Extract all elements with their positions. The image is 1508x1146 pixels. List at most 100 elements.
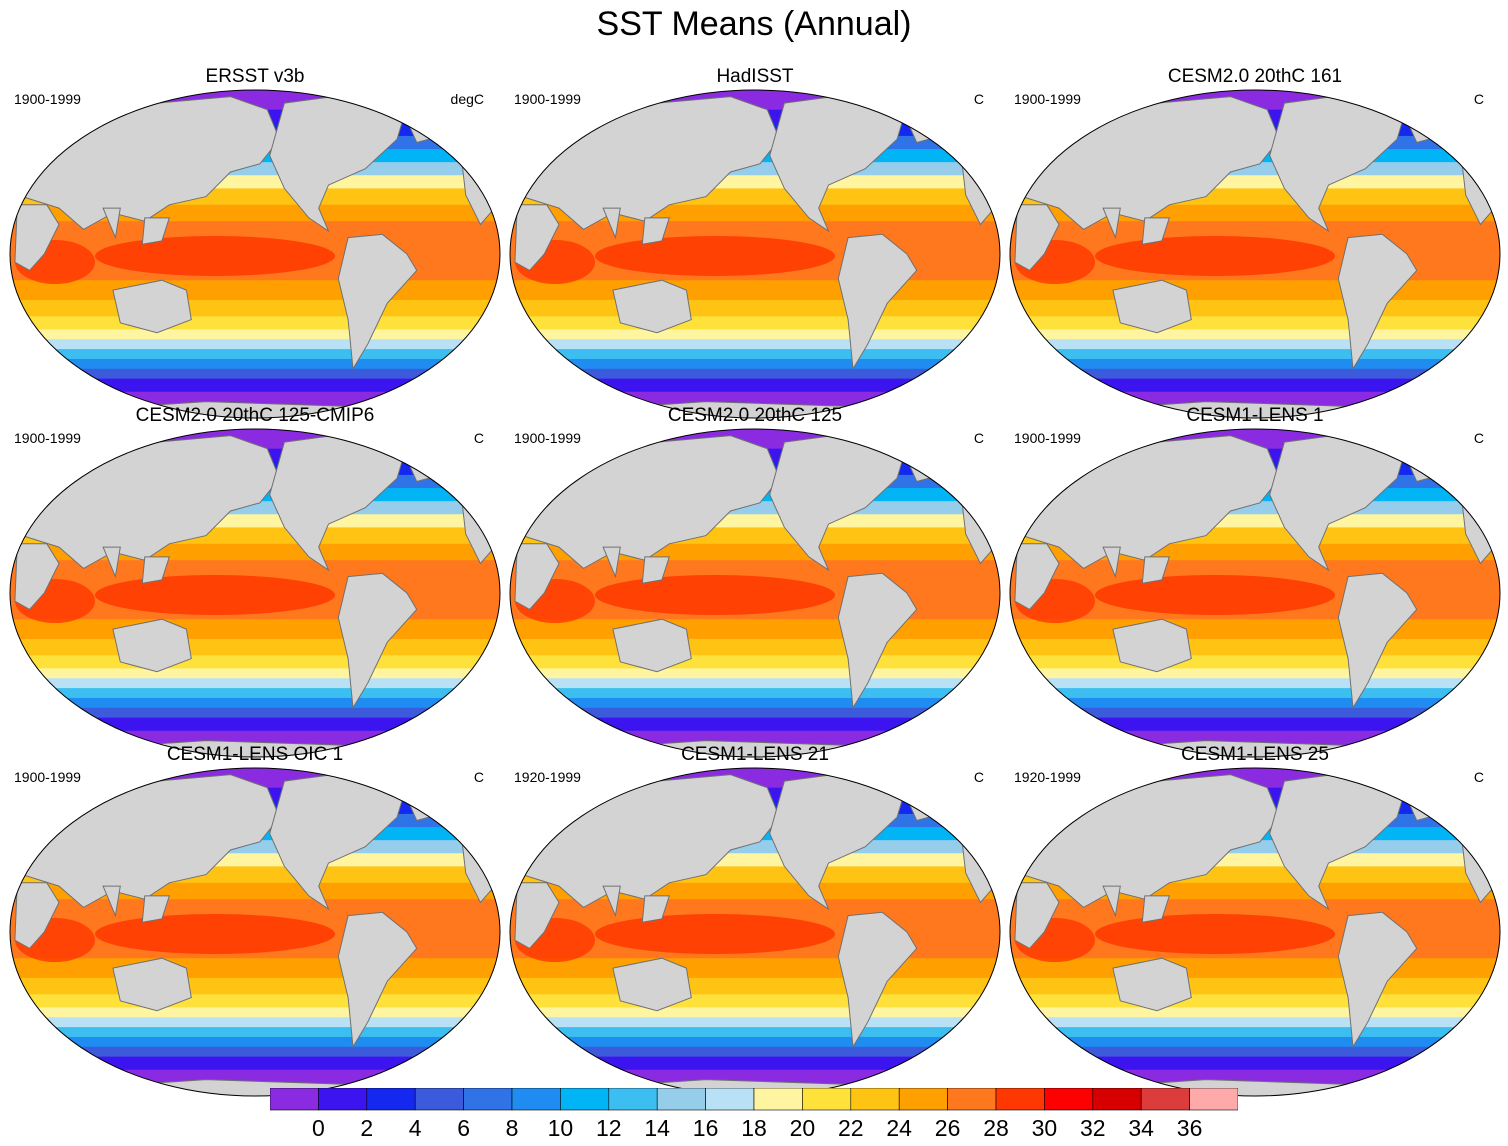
map-border <box>1009 428 1501 758</box>
colorbar-tick-label: 26 <box>934 1115 961 1141</box>
colorbar-swatch <box>995 1088 1045 1111</box>
sst-band <box>510 329 1000 341</box>
land-india <box>102 546 121 579</box>
land-seasia <box>1141 895 1170 923</box>
colorbar-tick-label: 32 <box>1080 1115 1106 1141</box>
sst-band <box>10 339 500 351</box>
sst-band <box>1010 349 1500 360</box>
sst-band <box>10 368 500 380</box>
colorbar-tick-label: 22 <box>838 1115 864 1141</box>
map-svg <box>1009 428 1501 758</box>
sst-band <box>510 1027 1000 1038</box>
colorbar-tick-label: 20 <box>789 1115 816 1141</box>
land-samerica <box>337 911 418 1049</box>
map-svg <box>509 767 1001 1097</box>
colorbar-swatch <box>560 1088 610 1111</box>
land-india <box>602 546 621 579</box>
map-border <box>9 767 501 1097</box>
colorbar-swatch <box>705 1088 755 1111</box>
panel-period: 1900-1999 <box>14 769 81 785</box>
panel-period: 1920-1999 <box>1014 769 1081 785</box>
land-australia <box>612 279 692 334</box>
sst-band <box>510 1007 1000 1019</box>
sst-band <box>10 299 500 318</box>
sst-band <box>510 619 1000 640</box>
land-seasia <box>1141 556 1170 584</box>
panel-period: 1900-1999 <box>1014 430 1081 446</box>
land-seasia <box>641 556 670 584</box>
panel-units: degC <box>450 91 484 107</box>
panel-title: CESM2.0 20thC 125-CMIP6 <box>135 405 375 426</box>
sst-band <box>1010 678 1500 690</box>
land-samerica <box>837 911 918 1049</box>
sst-band <box>1010 977 1500 996</box>
colorbar-tick-label: 36 <box>1176 1115 1203 1141</box>
panel-title: CESM2.0 20thC 161 <box>1167 66 1343 87</box>
panel-title: ERSST v3b <box>205 66 305 87</box>
sst-band <box>10 1007 500 1019</box>
land-seasia <box>141 895 170 923</box>
sst-band <box>510 977 1000 996</box>
land-africa <box>14 882 60 950</box>
land-seasia <box>641 217 670 245</box>
sst-band <box>1010 280 1500 301</box>
colorbar-swatch <box>366 1088 416 1111</box>
land-india <box>102 885 121 918</box>
sst-band <box>1010 1027 1500 1038</box>
colorbar-swatch <box>753 1088 803 1111</box>
warm-pool <box>95 914 335 954</box>
warm-pool <box>595 914 835 954</box>
map-panel: CESM1-LENS 21 1920-1999 C <box>505 744 1005 1097</box>
colorbar-swatch <box>414 1088 464 1111</box>
map-border <box>9 89 501 419</box>
colorbar-swatch <box>318 1088 368 1111</box>
map-panel: CESM2.0 20thC 125 1900-1999 C <box>505 405 1005 758</box>
map-border <box>1009 767 1501 1097</box>
colorbar-labels: 0 2 4 6 8 10 12 14 16 18 20 22 24 26 28 30 32 34 36 <box>270 1114 1238 1144</box>
panel-period: 1900-1999 <box>514 430 581 446</box>
sst-band <box>10 1027 500 1038</box>
sst-band <box>510 316 1000 331</box>
sst-band <box>510 349 1000 360</box>
map-svg <box>1009 89 1501 419</box>
colorbar-tick-label: 6 <box>457 1115 470 1141</box>
sst-band <box>10 349 500 360</box>
sst-band <box>1010 994 1500 1009</box>
map-panel: CESM1-LENS OIC 1 1900-1999 C <box>5 744 505 1097</box>
colorbar <box>270 1088 1238 1112</box>
land-australia <box>112 279 192 334</box>
land-africa <box>514 204 560 272</box>
land-samerica <box>837 233 918 371</box>
sst-band <box>10 697 500 709</box>
sst-band <box>1010 717 1500 732</box>
colorbar-tick-label: 12 <box>596 1115 622 1141</box>
map-svg <box>1009 767 1501 1097</box>
panel-units: C <box>473 769 484 785</box>
sst-band <box>1010 958 1500 979</box>
colorbar-swatch <box>608 1088 658 1111</box>
land-seasia <box>1141 217 1170 245</box>
sst-band <box>1010 299 1500 318</box>
panel-title: CESM2.0 20thC 125 <box>667 405 843 426</box>
land-samerica <box>837 572 918 710</box>
map-svg <box>9 89 501 419</box>
sst-band <box>1010 339 1500 351</box>
panel-title: CESM1-LENS 25 <box>1181 744 1329 765</box>
colorbar-swatch <box>1092 1088 1142 1111</box>
sst-band <box>1010 707 1500 719</box>
sst-band <box>10 358 500 370</box>
colorbar-tick-label: 14 <box>644 1115 670 1141</box>
panel-period: 1900-1999 <box>514 91 581 107</box>
sst-band <box>10 688 500 699</box>
map-panel: CESM2.0 20thC 161 1900-1999 C <box>1005 66 1505 419</box>
sst-band <box>1010 368 1500 380</box>
map-svg <box>509 428 1001 758</box>
warm-pool <box>1095 914 1335 954</box>
panel-units: C <box>973 430 984 446</box>
sst-band <box>510 1036 1000 1048</box>
sst-band <box>510 1017 1000 1029</box>
sst-band <box>510 1046 1000 1058</box>
sst-band <box>510 655 1000 670</box>
sst-band <box>10 1017 500 1029</box>
colorbar-swatch <box>850 1088 900 1111</box>
